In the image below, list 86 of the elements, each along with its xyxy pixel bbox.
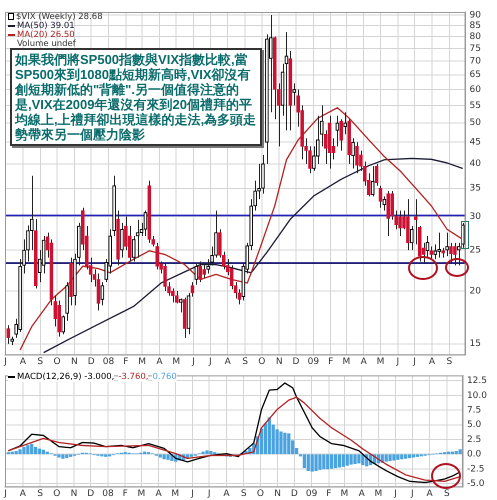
x-tick-label: A <box>20 488 27 499</box>
y-tick-label: 60 <box>470 84 482 95</box>
x-tick-label: S <box>446 356 452 367</box>
x-tick-label: D <box>290 488 298 499</box>
x-tick-label: M <box>138 356 146 367</box>
y-tick-label: -5.0 <box>466 479 485 490</box>
x-tick-label: A <box>156 356 164 367</box>
y-tick-label: 30 <box>470 212 482 222</box>
y-tick-label: 80 <box>470 32 482 42</box>
x-tick-label: O <box>258 356 266 367</box>
x-tick-label: J <box>393 488 397 499</box>
y-tick-label: 55 <box>470 100 481 111</box>
y-tick-label: 7.5 <box>466 405 482 416</box>
legend-label: $VIX (Weekly) 28.68 <box>15 12 103 22</box>
x-tick-label: O <box>53 488 60 499</box>
x-tick-label: J <box>410 488 414 499</box>
x-tick-label: N <box>71 356 78 367</box>
x-tick-label: J <box>190 488 194 499</box>
x-tick-label: M <box>340 488 348 499</box>
x-tick-label: D <box>292 356 300 367</box>
y-tick-label: 20 <box>470 286 482 296</box>
x-tick-label: J <box>191 356 195 367</box>
y-tick-label: 35 <box>470 184 481 194</box>
x-tick-label: F <box>326 488 332 499</box>
x-tick-label: J <box>412 356 416 367</box>
x-tick-label: N <box>274 488 282 499</box>
y-tick-label: 90 <box>470 10 482 20</box>
y-tick-label: -2.5 <box>466 464 485 474</box>
x-tick-label: F <box>328 356 334 367</box>
x-tick-label: M <box>171 488 180 499</box>
y-tick-label: 65 <box>470 70 481 80</box>
x-tick-label: S <box>240 488 247 499</box>
x-tick-label: M <box>172 356 180 367</box>
x-tick-label: D <box>87 488 94 499</box>
x-tick-label: F <box>122 488 128 499</box>
x-tick-label: J <box>206 488 211 499</box>
x-tick-label: S <box>242 356 248 367</box>
x-tick-label: O <box>53 356 61 367</box>
x-tick-label: A <box>428 356 436 367</box>
annotation: 如果我們將SP500指數與VIX指數比較,當SP500來到1080點短期新高時,VIX卻沒有創短期新低的"背離".另一個值得注意的是,VIX在2009年還沒有來到20個禮拜的平均線上,上禮拜卻出現這樣的走法,為多頭走勢帶來另一個壓力陰影 <box>10 48 262 146</box>
legend-label: MACD(12,26,9) -3.000, <box>8 372 114 382</box>
y-tick-label: 10.0 <box>466 390 488 401</box>
x-tick-label: A <box>224 356 232 367</box>
x-tick-label: J <box>3 356 7 367</box>
y-tick-label: 25 <box>470 245 481 256</box>
x-tick-label: M <box>374 488 382 499</box>
x-tick-label: S <box>444 488 450 499</box>
x-tick-label: A <box>426 488 434 499</box>
text: -3.760, <box>118 372 148 382</box>
legend-label: MA(50) 39.01 <box>16 21 76 31</box>
x-tick-label: A <box>20 356 27 367</box>
y-tick-label: 5.0 <box>466 420 482 430</box>
x-tick-label: N <box>276 356 283 367</box>
annotation: Volume undef <box>16 39 77 49</box>
y-tick-label: 85 <box>470 20 481 31</box>
y-tick-label: 45 <box>470 138 481 148</box>
x-tick-label: A <box>223 488 230 499</box>
x-tick-label: A <box>360 356 368 367</box>
x-tick-label: 09 <box>306 488 318 499</box>
y-tick-label: 70 <box>470 56 482 66</box>
x-tick-label: S <box>37 488 44 499</box>
x-tick-label: N <box>70 488 78 499</box>
x-tick-label: J <box>396 356 400 367</box>
y-tick-label: 40 <box>470 159 482 170</box>
x-tick-label: M <box>376 356 384 367</box>
x-tick-label: M <box>137 488 146 499</box>
x-tick-label: 08 <box>102 488 114 499</box>
text: 0.760 <box>152 372 177 382</box>
x-tick-label: J <box>208 356 212 367</box>
y-tick-label: 15 <box>470 339 481 350</box>
y-tick-label: 50 <box>470 118 482 128</box>
x-tick-label: A <box>155 488 162 499</box>
y-tick-label: 12.5 <box>466 376 488 386</box>
y-tick-label: 75 <box>470 44 481 54</box>
x-tick-label: F <box>123 356 128 367</box>
x-tick-label: O <box>256 488 264 499</box>
x-tick-label: J <box>3 488 7 499</box>
legend-label: MA(20) 26.50 <box>16 30 75 40</box>
x-tick-label: S <box>37 356 44 367</box>
y-tick-label: 2.5 <box>466 434 482 445</box>
y-tick-label: 0.0 <box>466 450 482 460</box>
x-tick-label: M <box>342 356 350 367</box>
x-tick-label: 08 <box>102 356 115 367</box>
x-tick-label: A <box>358 488 366 499</box>
x-tick-label: 09 <box>308 356 320 367</box>
x-tick-label: D <box>88 356 95 367</box>
